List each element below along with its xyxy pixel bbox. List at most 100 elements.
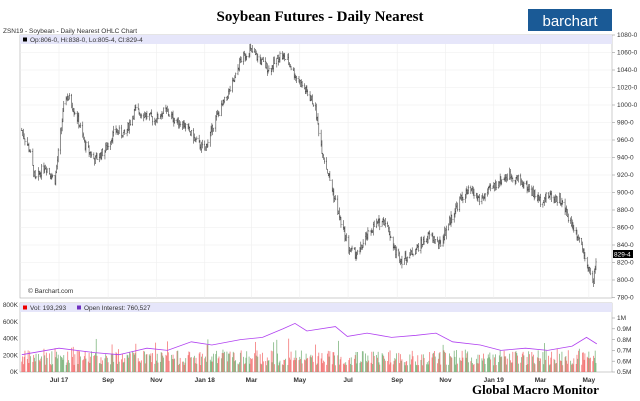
volume-bar — [67, 351, 69, 372]
volume-bar — [515, 351, 517, 372]
volume-bar — [470, 361, 472, 372]
volume-bar — [110, 364, 111, 372]
volume-bar — [96, 355, 98, 372]
volume-bar — [210, 361, 212, 372]
volume-bar — [387, 361, 389, 372]
volume-bar — [432, 353, 434, 372]
volume-bar — [373, 351, 374, 372]
volume-bar — [312, 361, 314, 372]
volume-bar — [88, 353, 90, 372]
y-tick-label: 820-0 — [617, 260, 634, 267]
price-panel — [19, 34, 613, 299]
y-tick-label: 1020-0 — [617, 85, 638, 92]
volume-bar — [46, 357, 48, 372]
volume-bar — [128, 357, 130, 372]
oi-y-tick-label: 0.7M — [617, 348, 631, 355]
volume-bar — [449, 353, 450, 372]
volume-bar — [139, 361, 141, 372]
volume-bar — [573, 358, 575, 372]
volume-bar — [215, 354, 217, 372]
volume-bar — [201, 353, 203, 372]
volume-bar — [431, 357, 433, 372]
volume-bar — [593, 355, 594, 372]
volume-bar — [327, 353, 328, 372]
volume-bar — [438, 353, 440, 372]
oi-y-tick-label: 0.5M — [617, 369, 631, 376]
volume-bar — [287, 364, 289, 372]
volume-bar — [79, 351, 80, 372]
volume-bar — [84, 351, 86, 372]
volume-bar — [272, 351, 274, 372]
volume-bar — [406, 360, 408, 372]
volume-bar — [163, 357, 164, 372]
volume-bar — [342, 364, 344, 372]
volume-bar — [78, 350, 80, 372]
volume-bar — [479, 354, 480, 372]
volume-bar — [315, 344, 317, 372]
volume-bar — [171, 354, 172, 372]
volume-bar — [124, 358, 126, 372]
volume-bar — [144, 351, 145, 372]
volume-bar — [412, 356, 414, 372]
volume-bar — [510, 362, 512, 372]
volume-bar — [388, 352, 389, 372]
price-legend-swatch — [23, 37, 27, 42]
volume-bar — [370, 362, 372, 372]
volume-bar — [237, 363, 239, 372]
volume-bar — [465, 357, 467, 372]
oi-y-tick-label: 1M — [617, 315, 626, 322]
volume-bar — [334, 355, 336, 372]
volume-bar — [23, 356, 25, 372]
volume-bar — [268, 360, 270, 372]
volume-bar — [290, 351, 292, 372]
volume-bar — [500, 357, 502, 372]
volume-bar — [453, 350, 455, 372]
volume-bar — [561, 351, 563, 372]
volume-bar — [151, 362, 153, 372]
volume-bar — [434, 351, 435, 372]
volume-bar — [123, 361, 125, 372]
volume-bar — [293, 360, 294, 372]
volume-bar — [261, 364, 263, 372]
volume-bar — [499, 350, 501, 372]
volume-bar — [234, 361, 236, 372]
volume-bar — [511, 362, 513, 372]
volume-bar — [182, 361, 184, 372]
volume-bar — [83, 356, 85, 372]
volume-bar — [113, 361, 115, 372]
volume-bar — [376, 355, 377, 372]
volume-bar — [266, 365, 267, 372]
volume-bar — [472, 364, 474, 372]
volume-bar — [206, 345, 208, 372]
volume-bar — [526, 356, 528, 372]
volume-bar — [517, 355, 518, 372]
volume-bar — [478, 363, 480, 372]
volume-bar — [49, 353, 50, 372]
volume-bar — [409, 354, 411, 372]
volume-bar — [300, 350, 302, 372]
volume-bar — [250, 358, 252, 372]
volume-bar — [549, 364, 551, 372]
volume-bar — [576, 354, 578, 372]
volume-bar — [328, 356, 330, 372]
volume-bar — [390, 362, 392, 372]
volume-bar — [509, 353, 511, 372]
volume-bar — [528, 351, 530, 372]
volume-bar — [373, 355, 375, 372]
volume-bar — [107, 362, 109, 372]
volume-bar — [578, 350, 579, 372]
volume-bar — [456, 350, 457, 372]
volume-bar — [145, 354, 147, 372]
volume-bar — [159, 361, 161, 372]
price-legend: Op:806-0, Hi:838-0, Lo:805-4, Cl:829-4 — [30, 37, 143, 44]
last-price-label: 829-4 — [613, 250, 633, 259]
volume-bar — [448, 364, 450, 372]
volume-bar — [487, 354, 489, 372]
volume-bar — [273, 342, 275, 372]
volume-bar — [66, 362, 68, 372]
volume-bar — [106, 357, 108, 372]
volume-bar — [95, 352, 96, 372]
volume-bar — [588, 351, 590, 372]
volume-bar — [517, 363, 519, 372]
volume-bar — [389, 350, 391, 372]
